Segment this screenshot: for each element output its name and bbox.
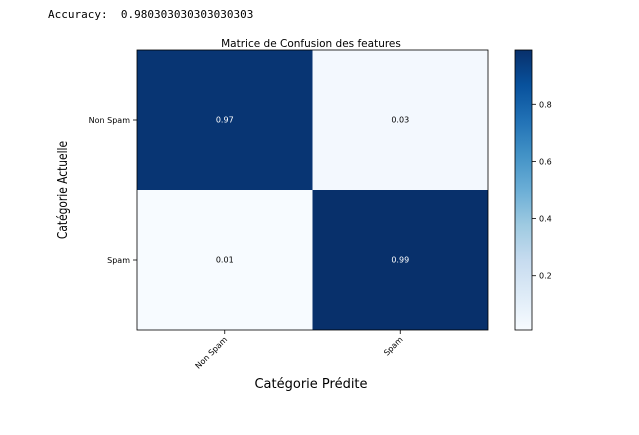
colorbar-tick-label: 0.4 (539, 215, 552, 224)
y-tick-label: Spam (107, 256, 130, 265)
x-tick-label: Spam (382, 335, 405, 358)
heatmap-cell (312, 190, 488, 330)
accuracy-value: 0.980303030303030303 (120, 8, 254, 21)
heatmap-cell (312, 50, 488, 190)
colorbar-tick-label: 0.6 (539, 157, 552, 166)
heatmap-cell (137, 50, 313, 190)
accuracy-label: Accuracy: (48, 8, 108, 21)
plot-frame (136, 49, 489, 331)
heatmap-cell-labels: 0.97 0.03 0.01 0.99 (216, 116, 409, 265)
cell-value-label: 0.01 (216, 256, 234, 265)
cell-value-label: 0.99 (391, 256, 409, 265)
cell-value-label: 0.97 (216, 116, 234, 125)
x-axis-label: Catégorie Prédite (254, 377, 367, 392)
colorbar-tick-label: 0.2 (539, 272, 552, 281)
chart-title: Matrice de Confusion des features (221, 38, 401, 50)
heatmap-cells (137, 50, 488, 330)
accuracy-line: Accuracy: 0.980303030303030303 (48, 8, 253, 21)
y-tick-label: Non Spam (89, 116, 131, 125)
y-axis-label: Catégorie Actuelle (55, 141, 70, 239)
colorbar-ticks: 0.2 0.4 0.6 0.8 (532, 100, 552, 281)
x-axis-ticks: Non Spam Spam (194, 330, 405, 371)
colorbar-tick-label: 0.8 (539, 100, 552, 109)
heatmap-cell (137, 190, 313, 330)
cell-value-label: 0.03 (391, 116, 409, 125)
x-tick-label: Non Spam (194, 335, 230, 371)
y-axis-ticks: Non Spam Spam (89, 116, 137, 265)
colorbar (514, 49, 533, 331)
